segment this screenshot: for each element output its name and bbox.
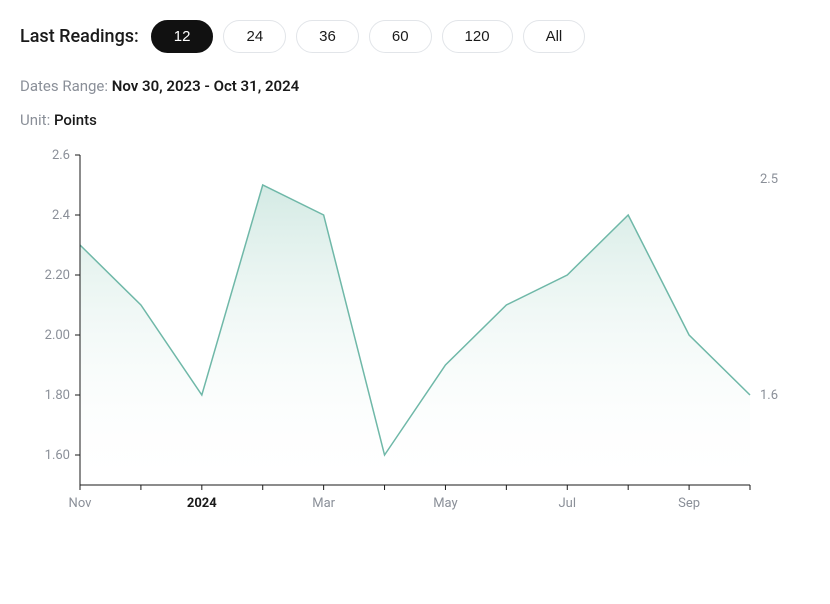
svg-text:May: May bbox=[433, 496, 457, 511]
readings-pill-12[interactable]: 12 bbox=[151, 20, 214, 53]
svg-text:2.4: 2.4 bbox=[52, 208, 71, 223]
svg-text:2.20: 2.20 bbox=[45, 268, 70, 283]
unit-line: Unit: Points bbox=[20, 111, 810, 129]
svg-text:Mar: Mar bbox=[312, 496, 335, 511]
readings-pill-all[interactable]: All bbox=[523, 20, 586, 53]
svg-text:2.5: 2.5 bbox=[760, 172, 778, 187]
dates-range: Dates Range: Nov 30, 2023 - Oct 31, 2024 bbox=[20, 77, 810, 95]
svg-text:2024: 2024 bbox=[187, 496, 217, 511]
svg-text:Nov: Nov bbox=[69, 496, 93, 511]
unit-value: Points bbox=[54, 111, 97, 129]
readings-pill-36[interactable]: 36 bbox=[296, 20, 359, 53]
svg-text:Sep: Sep bbox=[678, 496, 700, 511]
svg-text:1.6: 1.6 bbox=[760, 388, 778, 403]
readings-pill-60[interactable]: 60 bbox=[369, 20, 432, 53]
svg-text:Jul: Jul bbox=[559, 496, 577, 511]
unit-label: Unit: bbox=[20, 111, 50, 129]
svg-text:1.80: 1.80 bbox=[45, 388, 70, 403]
svg-text:2.00: 2.00 bbox=[45, 328, 70, 343]
svg-text:1.60: 1.60 bbox=[45, 448, 70, 463]
readings-pill-24[interactable]: 24 bbox=[223, 20, 286, 53]
readings-controls: Last Readings: 12 24 36 60 120 All bbox=[20, 20, 810, 53]
dates-range-label: Dates Range: bbox=[20, 77, 108, 95]
area-chart: 1.60 1.80 2.00 2.20 2.4 2.6 Nov 2024 Mar May Jul Se… bbox=[20, 145, 810, 525]
dates-range-value: Nov 30, 2023 - Oct 31, 2024 bbox=[112, 77, 299, 95]
readings-pill-120[interactable]: 120 bbox=[442, 20, 513, 53]
svg-text:2.6: 2.6 bbox=[52, 148, 70, 163]
chart-container: 1.60 1.80 2.00 2.20 2.4 2.6 Nov 2024 Mar May Jul Se… bbox=[20, 145, 810, 525]
readings-label: Last Readings: bbox=[20, 26, 139, 47]
readings-pill-group: 12 24 36 60 120 All bbox=[151, 20, 585, 53]
